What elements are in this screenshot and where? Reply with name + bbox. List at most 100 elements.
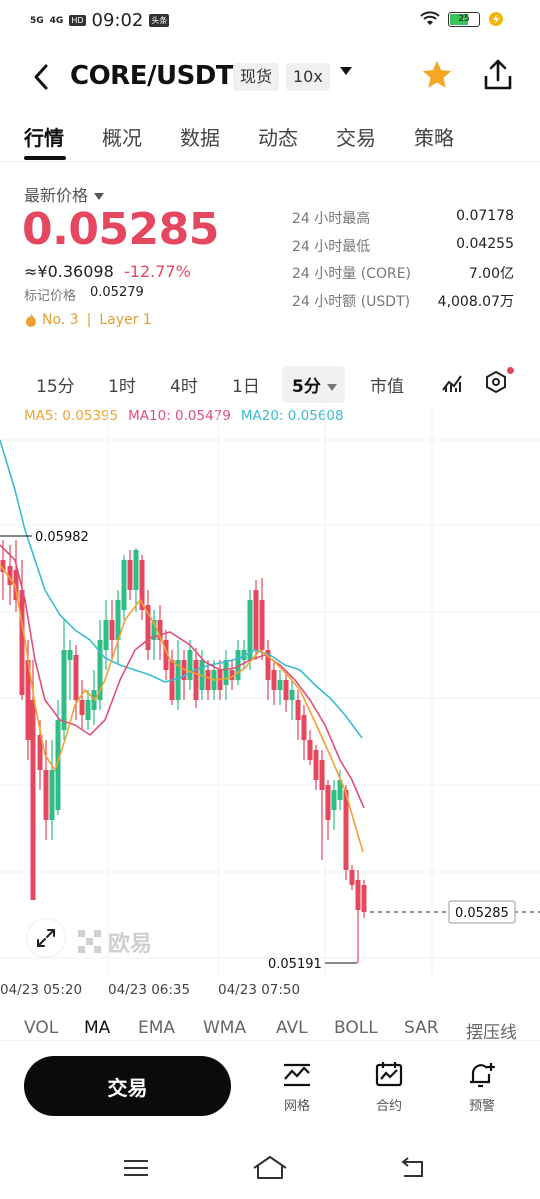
candle-body [223, 660, 229, 685]
indicator-ma[interactable]: MA [84, 1018, 111, 1038]
stat-value: 7.00亿 [468, 266, 514, 282]
rank-badge[interactable]: No. 3 | Layer 1 [24, 312, 152, 328]
candle-body [301, 715, 307, 740]
indicator-vol[interactable]: VOL [24, 1018, 59, 1038]
category-text: Layer 1 [99, 312, 152, 328]
candle-body [0, 560, 6, 572]
candle-body [13, 570, 19, 600]
active-tab-indicator [24, 156, 66, 160]
interval-4h[interactable]: 4时 [170, 377, 198, 397]
trade-button[interactable]: 交易 [24, 1056, 231, 1116]
candle-body [271, 670, 277, 690]
candle-body [289, 690, 295, 700]
candle-body [55, 720, 61, 810]
status-bar: 5G 4G HD 09:02 头条 25 [0, 0, 540, 40]
settings-hexagon-icon[interactable] [484, 370, 508, 394]
charging-icon [489, 12, 503, 26]
pair-title[interactable]: CORE/USDT [70, 61, 234, 91]
battery-level: 25 [458, 14, 470, 24]
candle-body [331, 790, 337, 810]
stat-label: 24 小时额 (USDT) [292, 293, 411, 310]
candles [0, 540, 367, 963]
indicator-chart-icon[interactable] [440, 370, 464, 394]
favorite-star-icon[interactable] [420, 58, 454, 92]
indicator-sar[interactable]: SAR [404, 1018, 439, 1038]
candle-body [49, 770, 55, 820]
candle-body [25, 660, 31, 740]
price-type-selector[interactable]: 最新价格 [24, 182, 105, 206]
candle-body [121, 560, 127, 610]
x-label: 04/23 07:50 [218, 982, 300, 998]
okx-watermark: 欧易 [78, 926, 152, 958]
candle-body [361, 885, 367, 912]
bottom-action-bar: 交易 网格 合约 预警 [0, 1040, 540, 1130]
price-type-label: 最新价格 [24, 186, 89, 205]
back-icon[interactable] [32, 62, 52, 92]
ma-legend: MA5: 0.05395 MA10: 0.05479 MA20: 0.05608 [24, 408, 344, 424]
candle-body [139, 560, 145, 610]
candle-body [157, 620, 163, 640]
candle-body [355, 880, 361, 910]
grid-button[interactable]: 网格 [267, 1061, 327, 1114]
stat-label: 24 小时最低 [292, 238, 371, 255]
interval-5m[interactable]: 5分 [282, 366, 345, 403]
fullscreen-button[interactable] [26, 918, 66, 958]
spot-tag: 现货 [233, 63, 280, 91]
candlestick-chart[interactable]: 0.05982 0.05191 0.05285 04/23 05:20 04/2… [0, 400, 540, 1005]
alert-button[interactable]: 预警 [452, 1061, 512, 1114]
signal-4g: 4G [49, 15, 64, 26]
tab-strategy[interactable]: 策略 [414, 126, 454, 150]
mark-price-value: 0.05279 [90, 285, 144, 300]
pair-dropdown-icon[interactable] [340, 67, 352, 75]
candle-body [61, 650, 67, 730]
tab-market[interactable]: 行情 [24, 126, 64, 150]
indicator-boll[interactable]: BOLL [334, 1018, 378, 1038]
candle-body [313, 750, 319, 780]
notification-dot [507, 367, 514, 374]
stat-label: 24 小时量 (CORE) [292, 266, 412, 282]
stats-panel: 24 小时最高 0.07178 24 小时最低 0.04255 24 小时量 (… [292, 208, 514, 318]
indicator-avl[interactable]: AVL [276, 1018, 308, 1038]
home-icon[interactable] [252, 1154, 288, 1182]
stat-row-volume: 24 小时量 (CORE) 7.00亿 [292, 263, 514, 291]
menu-icon[interactable] [122, 1154, 150, 1182]
signal-5g: 5G [30, 15, 44, 26]
candle-body [115, 600, 121, 640]
tab-trade[interactable]: 交易 [336, 126, 376, 150]
candle-body [277, 680, 283, 690]
candle-body [193, 660, 199, 700]
interval-1h[interactable]: 1时 [108, 377, 136, 397]
back-nav-icon[interactable] [398, 1154, 426, 1182]
contract-button[interactable]: 合约 [359, 1061, 419, 1114]
candle-body [151, 620, 157, 640]
stat-value: 0.04255 [456, 235, 514, 252]
current-price-box [448, 900, 516, 924]
grid-label: 网格 [283, 1099, 310, 1114]
candle-body [295, 700, 301, 720]
contract-label: 合约 [375, 1099, 402, 1114]
candle-body [337, 780, 343, 800]
tab-overview[interactable]: 概况 [102, 126, 142, 150]
interval-15m[interactable]: 15分 [36, 377, 75, 397]
header: CORE/USDT 现货 10x [0, 50, 540, 102]
chevron-down-icon [94, 193, 105, 200]
candle-body [163, 640, 169, 670]
interval-1d[interactable]: 1日 [232, 377, 260, 397]
indicator-wma[interactable]: WMA [203, 1018, 247, 1038]
candle-body [205, 670, 211, 690]
last-price: 0.05285 [22, 204, 219, 255]
ma20-line [0, 439, 363, 739]
tab-news[interactable]: 动态 [258, 126, 298, 150]
candle-body [127, 560, 133, 590]
candle-body [265, 650, 271, 680]
candle-body [73, 655, 79, 700]
share-icon[interactable] [482, 58, 514, 92]
indicator-support-resistance[interactable]: 摆压线 [466, 1023, 517, 1040]
interval-market-cap[interactable]: 市值 [370, 377, 404, 397]
ma5-line [0, 564, 364, 853]
tab-data[interactable]: 数据 [180, 126, 220, 150]
indicator-ema[interactable]: EMA [138, 1018, 176, 1038]
candle-body [79, 700, 85, 715]
ma20-value: MA20: 0.05608 [240, 408, 344, 424]
candle-body [19, 590, 25, 695]
